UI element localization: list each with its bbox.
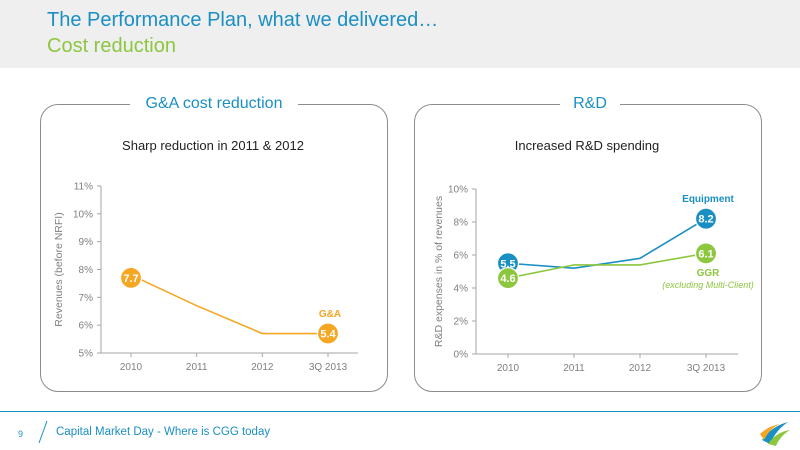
- rd-panel-tab: R&D: [560, 95, 620, 117]
- page-number: 9: [18, 429, 24, 439]
- y-axis-label: Revenues (before NRFI): [53, 212, 65, 326]
- y-tick-label: 4%: [454, 284, 469, 295]
- series-label: Equipment: [682, 194, 734, 205]
- data-label: 7.7: [123, 273, 138, 285]
- ga-chart-title: Sharp reduction in 2011 & 2012: [122, 138, 304, 153]
- series-line-g-a: [130, 274, 328, 335]
- footer-text: Capital Market Day - Where is CGG today: [56, 426, 271, 438]
- y-tick-label: 6%: [79, 321, 94, 332]
- cgg-logo-icon: [760, 422, 790, 446]
- x-tick-label: 3Q 2013: [687, 363, 726, 374]
- data-label: 5.4: [320, 329, 336, 341]
- series-label: GGR: [697, 268, 721, 279]
- series-label: G&A: [319, 309, 341, 320]
- footer-slash-icon: [38, 420, 48, 444]
- y-tick-label: 0%: [454, 350, 469, 361]
- rd-chart-title: Increased R&D spending: [514, 138, 660, 153]
- slide-subtitle: Cost reduction: [47, 35, 176, 57]
- ga-chart: 5% 6% 7% 8% 9% 10% 11% 2010 2011 2012 3Q 2013 Reven…: [53, 182, 358, 373]
- data-point-marker: [496, 266, 520, 290]
- series-line-ggr: [507, 252, 707, 279]
- y-tick-label: 5%: [79, 349, 94, 360]
- y-tick-label: 7%: [79, 293, 94, 304]
- slide-title: The Performance Plan, what we delivered…: [47, 9, 439, 31]
- slide-header: The Performance Plan, what we delivered……: [0, 0, 800, 68]
- y-tick-label: 10%: [448, 185, 468, 196]
- data-point-marker: [694, 207, 718, 230]
- y-tick-label: 9%: [79, 237, 94, 248]
- y-tick-label: 8%: [454, 218, 469, 229]
- ga-panel-tab: G&A cost reduction: [130, 95, 298, 117]
- data-label: 4.6: [500, 273, 515, 285]
- y-tick-label: 8%: [79, 265, 94, 276]
- y-axis-label: R&D expenses in % of revenues: [433, 196, 445, 347]
- data-label: 8.2: [698, 214, 713, 226]
- rd-chart: 0% 2% 4% 6% 8% 10% 2010 2011 2012 3Q 2013 R&D expe…: [433, 185, 754, 375]
- data-point-marker: [316, 322, 340, 345]
- x-tick-label: 2011: [563, 363, 585, 374]
- data-point-marker: [119, 266, 143, 289]
- x-tick-label: 2012: [629, 363, 652, 374]
- data-label: 6.1: [698, 248, 713, 260]
- x-tick-label: 2012: [251, 362, 274, 373]
- y-tick-label: 6%: [454, 251, 469, 262]
- series-line-equipment: [507, 218, 707, 270]
- data-label: 5.5: [500, 258, 515, 270]
- y-tick-label: 11%: [74, 182, 93, 193]
- y-tick-label: 10%: [73, 209, 93, 220]
- data-point-marker: [694, 242, 718, 265]
- footer-divider: [0, 411, 800, 412]
- x-tick-label: 2011: [186, 362, 208, 373]
- y-tick-label: 2%: [454, 317, 469, 328]
- series-note: (excluding Multi-Client): [662, 280, 754, 290]
- x-tick-label: 3Q 2013: [309, 362, 348, 373]
- x-tick-label: 2010: [497, 363, 520, 374]
- x-tick-label: 2010: [120, 362, 143, 373]
